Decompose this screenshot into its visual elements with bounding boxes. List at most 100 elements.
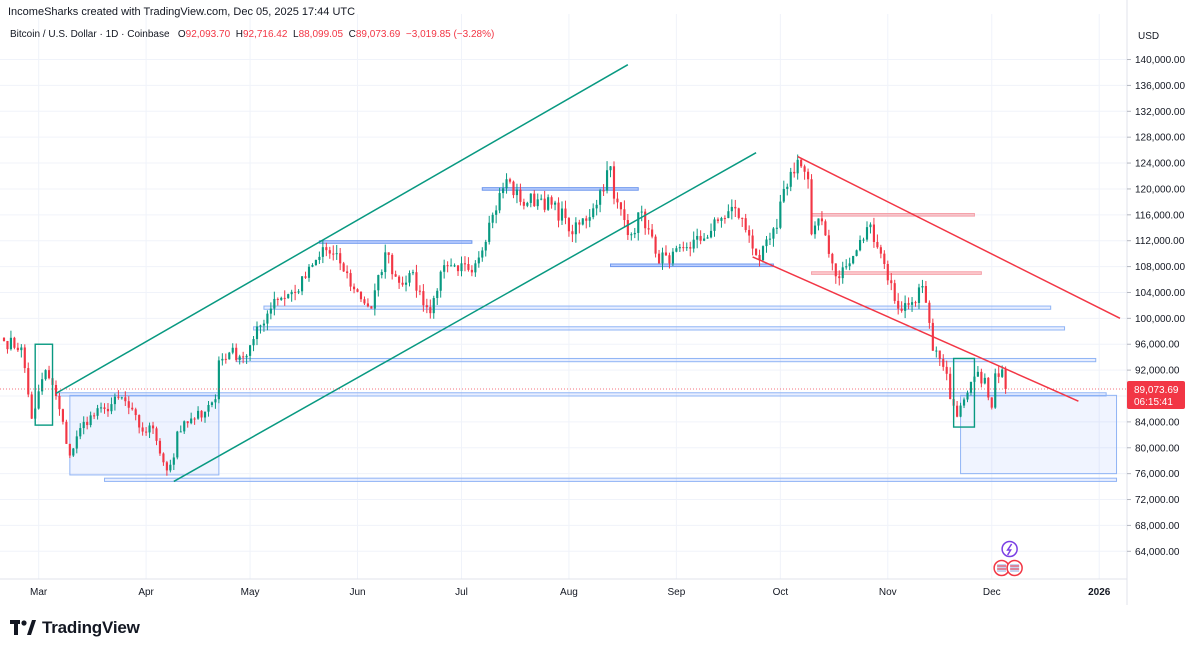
candle-body bbox=[796, 159, 799, 174]
candle-body bbox=[363, 299, 366, 304]
level-98k bbox=[253, 326, 1066, 331]
candle-body bbox=[314, 259, 317, 266]
candle-body bbox=[259, 325, 262, 327]
candle-body bbox=[9, 337, 13, 350]
candle-body bbox=[436, 290, 439, 299]
price-tick-label: 104,000.00 bbox=[1135, 288, 1185, 299]
candle-body bbox=[54, 384, 58, 396]
candle-body bbox=[238, 356, 241, 360]
candle-body bbox=[976, 371, 979, 377]
candle-body bbox=[82, 421, 85, 429]
price-tick-label: 84,000.00 bbox=[1135, 417, 1180, 428]
candle-body bbox=[893, 283, 896, 301]
candle-body bbox=[463, 263, 467, 265]
candle-body bbox=[602, 190, 605, 192]
candle-body bbox=[949, 373, 952, 400]
lightning-bolt-icon bbox=[1006, 543, 1013, 556]
candle-body bbox=[366, 303, 369, 307]
candle-body bbox=[727, 211, 730, 219]
tradingview-logo[interactable]: TradingView bbox=[10, 618, 140, 638]
candle-body bbox=[106, 408, 110, 412]
candle-body bbox=[172, 457, 175, 465]
symbol-legend: Bitcoin / U.S. Dollar · 1D · Coinbase O9… bbox=[10, 29, 494, 40]
candle-body bbox=[848, 263, 851, 267]
candle-body bbox=[716, 219, 720, 221]
price-axis[interactable]: 64,000.00 68,000.00 72,000.00 76,000.00 80,0… bbox=[1127, 31, 1185, 558]
candle-body bbox=[706, 237, 709, 239]
candle-body bbox=[741, 217, 744, 219]
change-value: −3,019.85 (−3.28%) bbox=[405, 29, 495, 40]
support-level-75k bbox=[104, 477, 1118, 482]
candle-body bbox=[744, 218, 747, 231]
candle-body bbox=[387, 252, 390, 255]
candle-body bbox=[110, 404, 113, 412]
price-tick-label: 76,000.00 bbox=[1135, 469, 1180, 480]
candle-body bbox=[61, 409, 64, 422]
candle-body bbox=[734, 206, 737, 209]
symbol-name[interactable]: Bitcoin / U.S. Dollar · 1D · Coinbase bbox=[10, 29, 170, 40]
candle-body bbox=[574, 222, 577, 235]
candle-body bbox=[768, 238, 772, 240]
candle-body bbox=[145, 431, 148, 433]
candle-body bbox=[928, 302, 931, 323]
candle-body bbox=[377, 275, 380, 291]
candle-body bbox=[359, 291, 363, 300]
candle-body bbox=[668, 255, 671, 264]
candle-body bbox=[273, 298, 276, 309]
candle-body bbox=[526, 202, 529, 206]
candle-body bbox=[242, 356, 245, 358]
time-tick-label: Oct bbox=[773, 587, 789, 598]
candle-body bbox=[654, 236, 657, 254]
last-price-box bbox=[1127, 381, 1185, 410]
candle-body bbox=[841, 267, 844, 279]
candle-body bbox=[235, 347, 238, 360]
candle-body bbox=[297, 291, 300, 293]
candle-body bbox=[280, 297, 283, 300]
candle-body bbox=[803, 166, 806, 172]
candle-body bbox=[647, 228, 650, 230]
price-tick-label: 72,000.00 bbox=[1135, 495, 1180, 506]
candle-body bbox=[855, 250, 858, 256]
candle-body bbox=[262, 323, 266, 326]
resistance-107k bbox=[811, 271, 982, 275]
candle-body bbox=[945, 366, 948, 374]
resistance-116k bbox=[811, 213, 975, 217]
candle-body bbox=[547, 197, 550, 210]
level-120k bbox=[481, 187, 639, 191]
candle-body bbox=[460, 263, 463, 272]
candle-body bbox=[394, 274, 397, 277]
candle-body bbox=[138, 415, 141, 428]
candle-body bbox=[858, 239, 862, 251]
candle-body bbox=[86, 421, 89, 426]
candle-body bbox=[661, 252, 664, 264]
us-flag-icon bbox=[997, 564, 1007, 572]
candle-body bbox=[318, 256, 321, 260]
candle-body bbox=[692, 239, 695, 249]
candle-body bbox=[872, 224, 875, 242]
uptrend-channel-lower bbox=[173, 152, 757, 483]
candle-body bbox=[380, 272, 383, 276]
time-axis[interactable]: Mar Apr May Jun Jul Aug Sep Oct Nov Dec 2026 bbox=[30, 587, 1111, 598]
candle-body bbox=[269, 308, 272, 314]
candle-body bbox=[148, 425, 151, 433]
candle-body bbox=[758, 254, 761, 261]
candle-body bbox=[186, 421, 189, 424]
event-markers[interactable] bbox=[993, 540, 1023, 577]
candle-body bbox=[865, 227, 869, 240]
candle-body bbox=[249, 345, 252, 356]
candle-body bbox=[495, 210, 498, 215]
candle-body bbox=[450, 265, 453, 267]
candle-body bbox=[41, 379, 44, 392]
candle-body bbox=[994, 373, 997, 408]
time-tick-label: Apr bbox=[138, 587, 154, 598]
candle-body bbox=[997, 373, 1000, 377]
time-tick-label: Mar bbox=[30, 587, 48, 598]
candlestick-series[interactable] bbox=[2, 154, 1007, 476]
candle-body bbox=[65, 421, 68, 444]
candle-body bbox=[869, 224, 872, 228]
candle-body bbox=[404, 282, 408, 285]
candle-body bbox=[720, 218, 723, 221]
candle-body bbox=[422, 291, 425, 306]
candle-body bbox=[616, 198, 619, 203]
